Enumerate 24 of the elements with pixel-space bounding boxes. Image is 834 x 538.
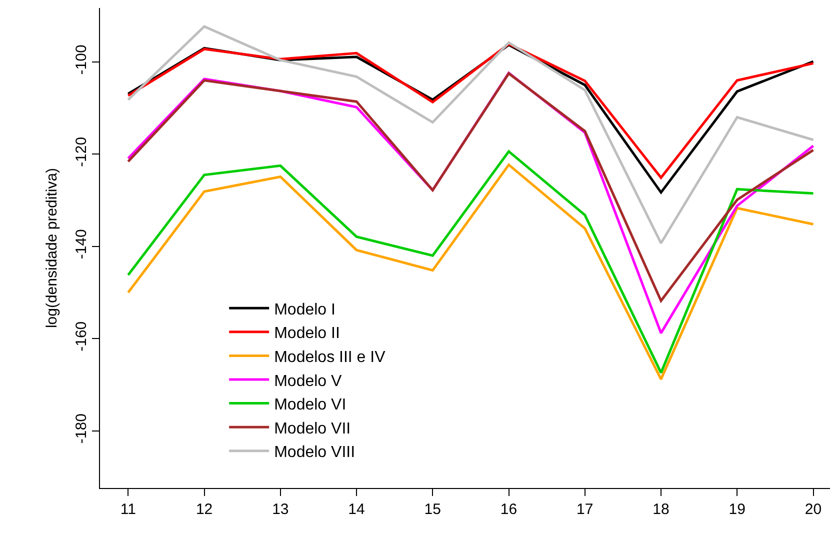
- y-tick-label: -160: [73, 321, 90, 352]
- y-tick-label: -180: [73, 414, 90, 444]
- x-tick-label: 15: [424, 501, 441, 518]
- line-series: [126, 25, 814, 244]
- x-tick-label: 16: [500, 501, 518, 518]
- legend-label: Modelo VII: [274, 420, 351, 438]
- x-tick-label: 11: [120, 501, 136, 518]
- x-tick-label: 19: [728, 501, 746, 518]
- y-tick-label: -140: [73, 229, 90, 260]
- y-tick-label: -120: [73, 136, 90, 167]
- y-tick-label: -100: [73, 44, 90, 75]
- x-tick-label: 12: [196, 501, 213, 518]
- x-tick-label: 14: [348, 501, 365, 518]
- x-tick-label: 17: [576, 501, 594, 518]
- y-axis-title: log(densidade preditiva): [43, 168, 60, 328]
- legend-label: Modelo I: [274, 301, 336, 318]
- x-tick-label: 18: [652, 501, 670, 518]
- legend-label: Modelo II: [274, 325, 340, 342]
- legend-label: Modelo V: [274, 372, 342, 390]
- x-tick-label: 20: [804, 501, 822, 518]
- x-tick-label: 13: [272, 501, 289, 518]
- legend-label: Modelos III e IV: [274, 348, 386, 366]
- legend-label: Modelo VI: [274, 396, 346, 414]
- legend-label: Modelo VIII: [274, 444, 356, 462]
